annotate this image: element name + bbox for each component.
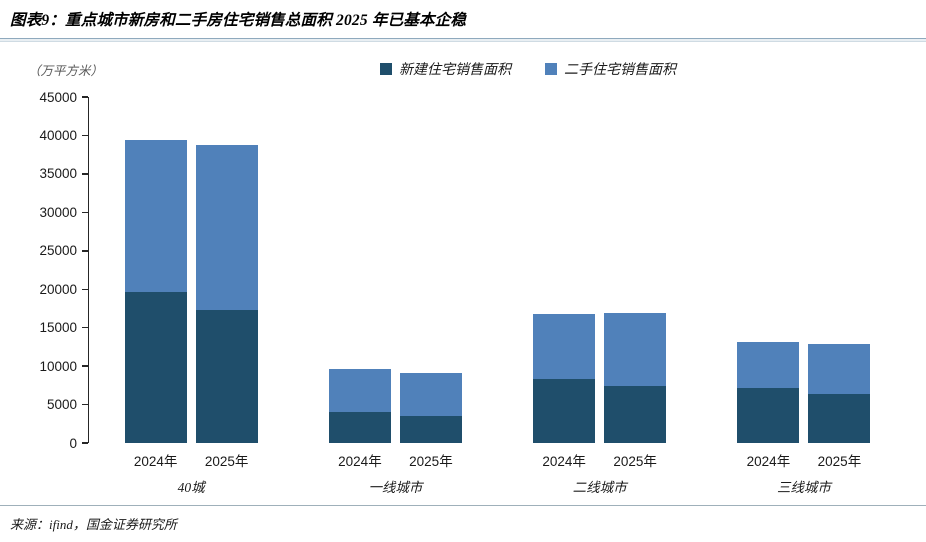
group-label: 一线城市	[368, 480, 423, 495]
group-label: 三线城市	[776, 480, 831, 495]
x-tick-label: 2024年	[133, 454, 178, 469]
bar-group-2: 2024年 2025年一线城市	[293, 97, 497, 495]
y-tick-label: 5000	[46, 396, 77, 412]
x-tick-label: 2025年	[204, 454, 249, 469]
title-divider	[0, 38, 926, 42]
x-tick-label: 2024年	[338, 454, 382, 469]
bar-segment	[808, 343, 871, 394]
x-tick-label: 2025年	[613, 454, 657, 469]
y-tick-label: 10000	[39, 358, 77, 374]
x-tick-label: 2025年	[817, 454, 862, 469]
bar-segment	[808, 393, 871, 443]
y-tick-label: 30000	[39, 204, 77, 220]
x-tick-label: 2025年	[409, 454, 453, 469]
stacked-bar	[808, 343, 871, 443]
y-tick-label: 20000	[39, 281, 77, 297]
y-tick-label: 25000	[39, 243, 77, 259]
x-tick-labels: 2024年 2025年	[498, 450, 702, 470]
bars-row	[702, 97, 906, 443]
y-tick-mark	[81, 326, 88, 329]
bar-segment	[195, 310, 258, 443]
bar-segment	[737, 342, 800, 389]
bar-segment	[533, 379, 596, 443]
x-tick-labels: 2024年 2025年	[702, 450, 906, 470]
bar-segment	[124, 292, 187, 443]
y-tick-mark	[81, 288, 88, 290]
y-tick-label: 35000	[39, 166, 77, 182]
y-tick-label: 40000	[39, 127, 77, 143]
y-tick-mark	[81, 442, 88, 444]
y-tick-mark	[81, 211, 88, 214]
group-label: 40城	[177, 480, 205, 495]
stacked-bar	[737, 342, 800, 443]
x-tick-labels: 2024年 2025年	[89, 450, 293, 470]
bar-segment	[195, 144, 258, 310]
stacked-bar	[533, 313, 596, 443]
source-line: 来源：ifind，国金证券研究所	[10, 517, 177, 532]
y-tick-mark	[81, 96, 88, 98]
stacked-bar	[124, 140, 187, 443]
y-tick-label: 0	[69, 435, 77, 451]
x-tick-label: 2024年	[746, 454, 791, 469]
stacked-bar	[328, 369, 391, 443]
stacked-bar	[195, 144, 258, 443]
bar-segment	[399, 416, 462, 443]
bar-group-4: 2024年 2025年三线城市	[702, 97, 906, 495]
legend-swatch-second-hand	[545, 63, 557, 75]
bar-group-1: 2024年 2025年 40城	[89, 97, 293, 495]
bar-segment	[399, 373, 462, 417]
y-tick-label: 15000	[39, 319, 77, 335]
plot-area: 0 5000 10000 15000 20000 25000 30000 35000 40000…	[39, 90, 906, 495]
bar-group-3: 2024年 2025年二线城市	[498, 97, 702, 495]
bar-segment	[533, 313, 596, 380]
bars-row	[293, 97, 497, 443]
y-tick-label: 45000	[39, 89, 77, 105]
group-label: 二线城市	[572, 480, 627, 495]
chart-legend: 新建住宅销售面积 二手住宅销售面积	[130, 59, 926, 79]
y-tick-mark	[81, 250, 88, 252]
legend-item-second-hand: 二手住宅销售面积	[545, 59, 676, 79]
bar-segment	[737, 388, 800, 443]
figure-title: 图表9：重点城市新房和二手房住宅销售总面积 2025 年已基本企稳	[10, 12, 467, 29]
bar-segment	[328, 369, 391, 413]
axis-unit-label: （万平方米）	[28, 64, 104, 78]
bar-segment	[124, 140, 187, 293]
legend-label-new-build: 新建住宅销售面积	[399, 63, 511, 78]
x-tick-label: 2024年	[542, 454, 586, 469]
bar-segment	[604, 386, 667, 443]
bar-segment	[328, 412, 391, 443]
legend-swatch-new-build	[380, 63, 392, 75]
y-tick-mark	[81, 173, 88, 175]
bars-row	[498, 97, 702, 443]
bars-row	[89, 97, 293, 443]
y-tick-mark	[81, 134, 88, 137]
legend-label-second-hand: 二手住宅销售面积	[564, 63, 676, 78]
y-tick-mark	[81, 365, 88, 367]
bottom-divider	[0, 505, 926, 506]
x-tick-labels: 2024年 2025年	[293, 450, 497, 470]
stacked-bar	[604, 312, 667, 443]
legend-item-new-build: 新建住宅销售面积	[380, 59, 511, 79]
stacked-bar	[399, 373, 462, 443]
y-tick-mark	[81, 403, 88, 406]
bar-segment	[604, 312, 667, 387]
